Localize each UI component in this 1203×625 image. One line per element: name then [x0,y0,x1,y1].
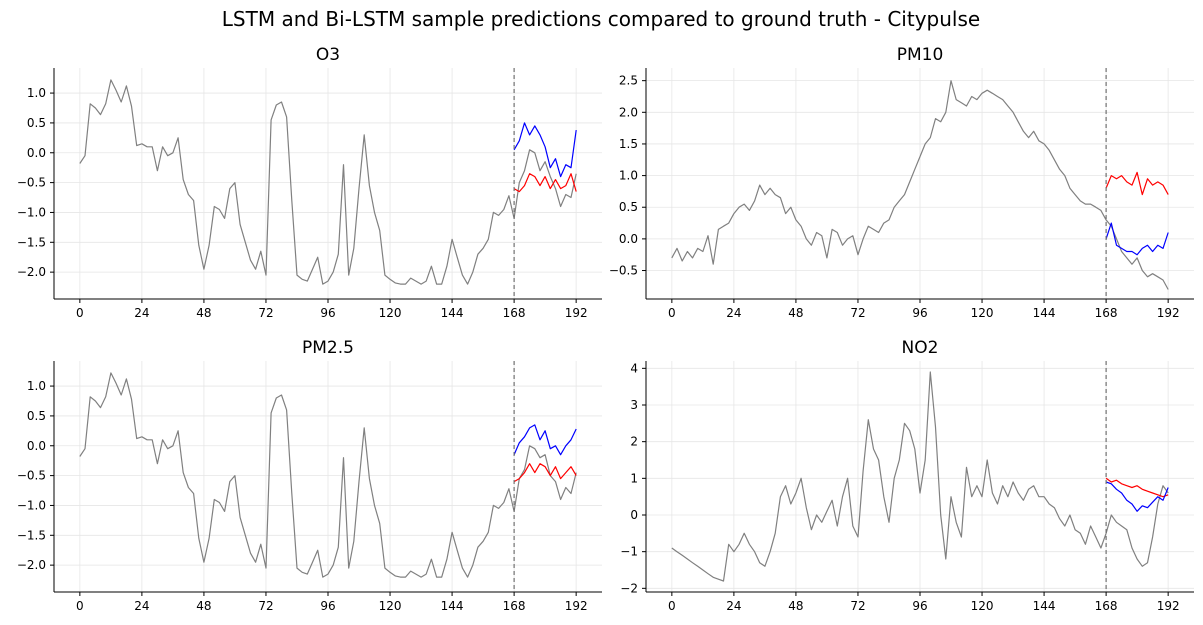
y-tick-label: −2.0 [17,558,46,572]
y-tick-label: 1.5 [619,137,638,151]
series-line-lstm [1105,477,1169,498]
figure-title: LSTM and Bi-LSTM sample predictions comp… [222,7,980,31]
y-tick-label: −2.0 [17,265,46,279]
y-tick-label: 1.0 [27,379,46,393]
y-tick-label: 1.0 [619,169,638,183]
y-tick-label: −1.5 [17,235,46,249]
x-tick-label: 24 [726,599,741,613]
x-tick-label: 144 [1033,599,1056,613]
x-tick-label: 144 [441,599,464,613]
x-tick-label: 120 [971,306,994,320]
y-tick-label: −0.5 [17,469,46,483]
x-tick-label: 168 [503,599,526,613]
series-line-lstm [513,463,577,483]
subplot-no2: 0 24 48 72 96 120 144 168 192 −2 −1 0 1 2 3 4 NO2 [620,338,1194,613]
subplot-title: O3 [316,45,340,65]
y-tick-label: −1.5 [17,528,46,542]
x-tick-label: 0 [76,599,84,613]
x-tick-label: 192 [1157,599,1180,613]
x-tick-label: 168 [503,306,526,320]
y-tick-label: −0.5 [609,264,638,278]
x-tick-label: 120 [379,599,402,613]
x-tick-label: 168 [1095,599,1118,613]
x-tick-label: 24 [726,306,741,320]
y-tick-label: −0.5 [17,176,46,190]
y-tick-label: 0.0 [27,439,46,453]
x-tick-label: 96 [912,599,927,613]
y-tick-label: 4 [630,361,638,375]
x-tick-label: 24 [134,599,149,613]
y-tick-label: −2 [620,581,638,595]
series-line-bilstm [513,122,577,178]
y-tick-label: 0.5 [619,200,638,214]
series-line-lstm [513,173,577,193]
subplot-title: PM10 [897,45,944,65]
x-tick-label: 0 [668,306,676,320]
y-tick-label: 2.5 [619,74,638,88]
y-tick-label: 0.5 [27,409,46,423]
subplot-pm25: 0 24 48 72 96 120 144 168 192 −2.0 −1.5 −1.0 −0.5 0.0… [17,338,602,613]
series-line-lstm [1105,171,1169,196]
y-tick-label: −1.0 [17,205,46,219]
x-tick-label: 48 [196,599,211,613]
x-tick-label: 168 [1095,306,1118,320]
x-tick-label: 96 [320,599,335,613]
y-tick-label: −1 [620,545,638,559]
y-tick-label: 2 [630,435,638,449]
series-line-ground_truth [79,79,577,285]
subplot-grid: 0 24 48 72 96 120 144 168 192−2.0−1.5−1.0−0.50.0… [17,45,1194,613]
series-line-ground_truth [671,80,1169,290]
x-tick-label: 24 [134,306,149,320]
x-tick-label: 120 [379,306,402,320]
y-tick-label: −1.0 [17,498,46,512]
x-tick-label: 144 [441,306,464,320]
subplot-pm10: 0 24 48 72 96 120 144 168 192 −0.5 0.0 0.5 1.0 1.5 2.0… [609,45,1194,320]
series-line-bilstm [513,424,577,456]
series-line-ground_truth [671,371,1169,582]
x-tick-label: 192 [565,599,588,613]
y-tick-label: 3 [630,398,638,412]
x-tick-label: 72 [258,599,273,613]
series-line-bilstm [1105,481,1169,512]
x-tick-label: 144 [1033,306,1056,320]
series-line-bilstm [1105,222,1169,256]
x-tick-label: 0 [668,599,676,613]
x-tick-label: 48 [788,306,803,320]
x-tick-label: 48 [788,599,803,613]
y-tick-label: 1 [630,471,638,485]
x-tick-label: 72 [258,306,273,320]
subplot-title: PM2.5 [302,338,354,358]
x-tick-label: 96 [320,306,335,320]
x-tick-label: 72 [850,306,865,320]
y-tick-label: 2.0 [619,105,638,119]
subplot-o3: 0 24 48 72 96 120 144 168 192 −2.0 −1.5 −1.0 −0.5 0.0… [17,45,602,320]
y-tick-label: 0.5 [27,116,46,130]
series-line-ground_truth [79,372,577,578]
subplot-title: NO2 [902,338,939,358]
y-tick-label: 0.0 [27,146,46,160]
x-tick-label: 192 [1157,306,1180,320]
x-tick-label: 0 [76,306,84,320]
x-tick-label: 120 [971,599,994,613]
x-tick-label: 192 [565,306,588,320]
y-tick-label: 0.0 [619,232,638,246]
x-tick-label: 96 [912,306,927,320]
y-tick-label: 1.0 [27,86,46,100]
y-tick-label: 0 [630,508,638,522]
x-tick-label: 72 [850,599,865,613]
x-tick-label: 48 [196,306,211,320]
